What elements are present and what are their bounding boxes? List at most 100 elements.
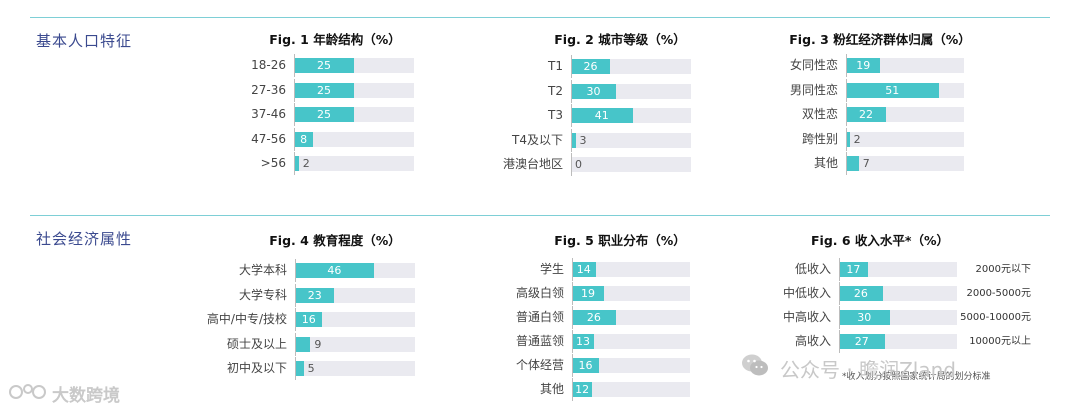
fig-3-bar (846, 58, 881, 73)
fig-6-category-label: 高收入 (794, 334, 831, 348)
fig-1-axis-tick (294, 152, 295, 175)
dashuju-logo-icon (9, 384, 46, 399)
fig-3-value-label: 51 (885, 83, 900, 97)
income-range-low: 2000元以下 (975, 264, 1031, 275)
fig-4-category-label: 初中及以下 (226, 361, 287, 375)
fig-2-bar-track (571, 157, 691, 172)
fig-3-bar (846, 107, 886, 122)
fig-3-bar-row: 双性恋 22 (802, 103, 964, 126)
fig-6-category-label: 中高收入 (782, 310, 831, 324)
fig-2-category-label: T3 (548, 108, 563, 122)
fig-2-value-label: 26 (583, 60, 598, 73)
section-divider-top (30, 17, 1050, 18)
fig-5-bar-row: 学生 14 (540, 258, 690, 281)
fig-3-axis-tick (846, 54, 847, 77)
fig-4-axis-tick (295, 332, 296, 356)
fig-4-bar (295, 287, 335, 303)
fig-2-value-label: 41 (594, 109, 609, 122)
fig-5-axis-tick (572, 354, 573, 377)
fig-4-bar (295, 312, 323, 327)
fig-1-value-label: 2 (302, 157, 310, 170)
income-footnote: *收入划分按照国家统计局的划分标准 (842, 372, 991, 382)
fig-6-category-label: 低收入 (794, 262, 831, 276)
fig-2-value-label: 3 (579, 133, 587, 147)
fig-4-value-label: 9 (314, 337, 322, 351)
fig-5-category-label: 高级白领 (515, 286, 564, 300)
fig-4-category-label: 大学本科 (238, 263, 287, 277)
fig-6-axis-tick (839, 306, 840, 329)
fig-2-axis-tick (571, 79, 572, 103)
fig-3-bar-track (846, 131, 964, 147)
fig-4-category-label: 硕士及以上 (226, 336, 287, 351)
fig-4-value-label: 16 (301, 313, 316, 326)
fig-3-bar-row: 跨性别 2 (802, 127, 964, 151)
fig-1-bar-track (294, 131, 414, 147)
fig-6-value-label: 17 (846, 263, 861, 276)
fig-5-axis-tick (572, 330, 573, 353)
fig-6-axis-tick (839, 258, 840, 281)
fig-6-value-label: 26 (853, 287, 868, 300)
fig-4-bar-row: 初中及以下 5 (227, 357, 415, 380)
fig-5-category-label: 普通蓝领 (515, 334, 564, 348)
fig-1-bar-row: 27-36 25 (251, 78, 414, 102)
fig-5-bar-row: 普通蓝领 13 (516, 330, 690, 353)
fig-5-category-label: 学生 (539, 262, 564, 276)
fig-5-category-label: 普通白领 (515, 310, 564, 324)
fig-5-axis-tick (572, 282, 573, 305)
fig-5-title: Fig. 5 职业分布（%） (554, 233, 686, 248)
fig-4-bar (295, 336, 311, 352)
fig-4-title: Fig. 4 教育程度（%） (269, 233, 401, 248)
dashuju-watermark: 大数跨境 (52, 386, 120, 406)
wechat-icon (742, 354, 768, 376)
fig-3-bar-row: 其他 7 (814, 152, 964, 175)
fig-1-category-label: 18-26 (251, 58, 286, 72)
fig-5-bar-row: 普通白领 26 (516, 306, 690, 329)
income-range-upper-middle: 5000-10000元 (960, 312, 1031, 323)
fig-3-axis-tick (846, 103, 847, 126)
fig-1-value-label: 8 (300, 132, 308, 146)
fig-3-value-label: 7 (862, 157, 870, 170)
fig-4-axis-tick (295, 308, 296, 331)
fig-5-bar-track (572, 382, 690, 397)
fig-5-bar (572, 262, 596, 277)
fig-1-bar (294, 156, 299, 171)
fig-1-bar-row: >56 2 (261, 152, 414, 175)
fig-2-bar-row: T4及以下 3 (512, 128, 691, 152)
fig-6-bar (839, 286, 883, 301)
fig-3-value-label: 2 (853, 132, 861, 146)
fig-6-bar-row: 中高收入 30 (783, 306, 957, 329)
fig-2-axis-tick (571, 128, 572, 152)
fig-1-axis-tick (294, 54, 295, 77)
fig-4-bar (295, 361, 304, 376)
fig-6-bar-row: 高收入 27 (795, 330, 957, 353)
fig-2-axis-tick (571, 153, 572, 176)
fig-2-bar (571, 108, 633, 123)
fig-4-value-label: 5 (307, 362, 315, 375)
fig-3-axis-tick (846, 152, 847, 175)
fig-6-value-label: 27 (854, 335, 869, 348)
fig-6-title: Fig. 6 收入水平*（%） (811, 233, 949, 248)
fig-5-value-label: 26 (586, 311, 601, 324)
fig-3-axis-tick (846, 127, 847, 151)
fig-4-category-label: 大学专科 (238, 287, 287, 302)
fig-6-axis-tick (839, 282, 840, 305)
fig-1-bar-row: 47-56 8 (251, 127, 414, 151)
income-range-high: 10000元以上 (969, 336, 1031, 347)
fig-3-category-label: 跨性别 (801, 131, 838, 146)
fig-2-axis-tick (571, 55, 572, 78)
fig-1-bar-track (294, 156, 414, 171)
fig-2-bar-row: 港澳台地区 0 (503, 153, 691, 176)
fig-1-bar (294, 58, 354, 73)
fig-6-bar (839, 310, 890, 325)
section-title-demographics: 基本人口特征 (36, 32, 133, 50)
fig-3-title: Fig. 3 粉红经济群体归属（%） (789, 32, 971, 47)
fig-5-category-label: 个体经营 (515, 358, 564, 372)
fig-1-bar-row: 18-26 25 (251, 54, 414, 77)
fig-5-bar-row: 个体经营 16 (516, 354, 690, 377)
fig-5-bar-row: 其他 12 (540, 378, 690, 401)
fig-5-bar (572, 358, 599, 373)
fig-3-value-label: 22 (858, 108, 873, 121)
fig-5-axis-tick (572, 378, 573, 401)
fig-2-category-label: T1 (548, 59, 563, 73)
fig-5-bar-row: 高级白领 19 (516, 282, 690, 305)
